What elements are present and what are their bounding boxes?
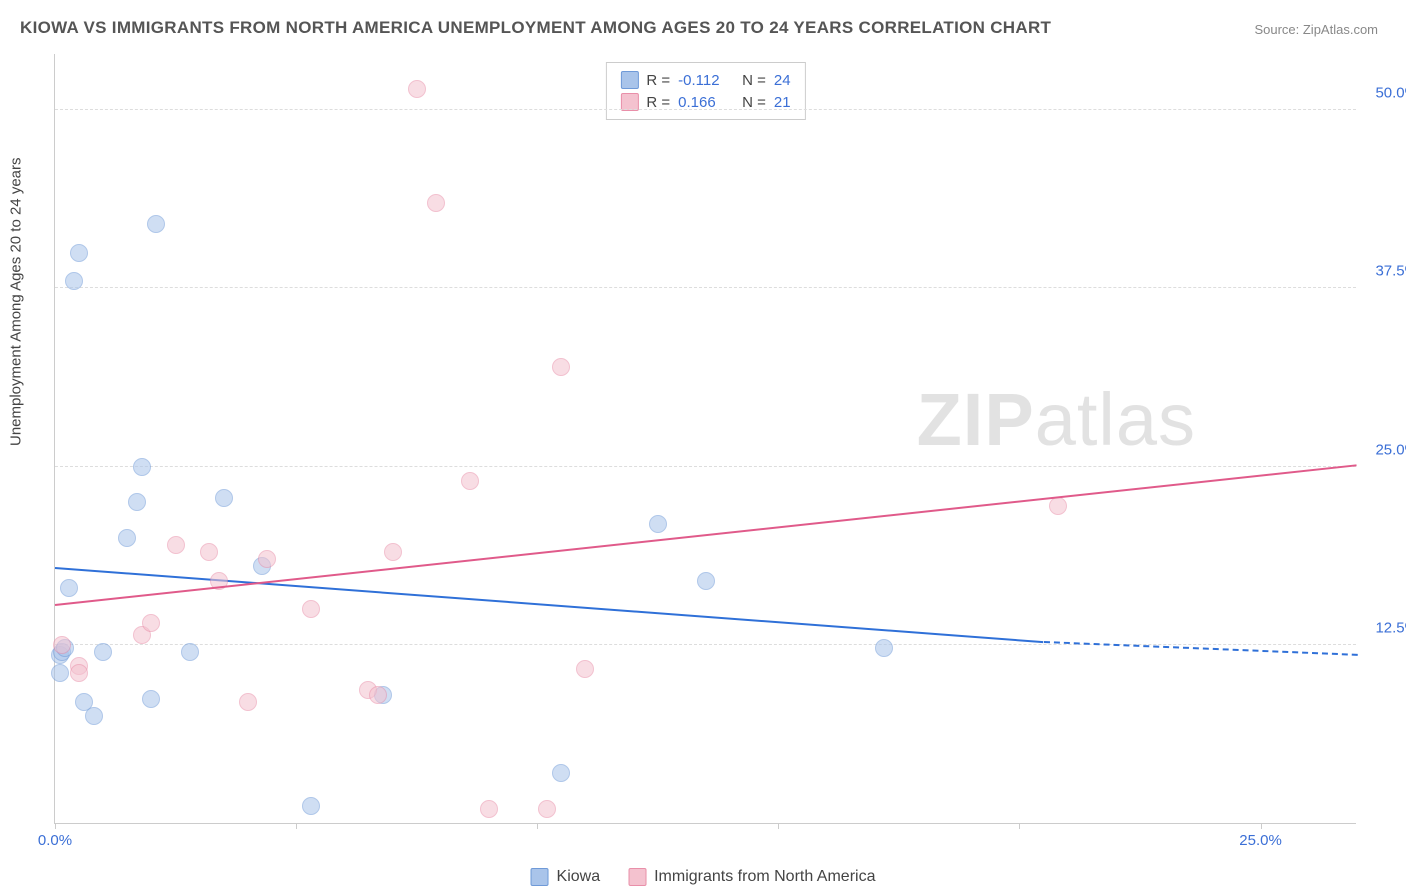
data-point xyxy=(133,458,151,476)
stats-n-label: N = xyxy=(742,72,766,89)
legend-item-immigrants: Immigrants from North America xyxy=(628,868,875,886)
data-point xyxy=(239,693,257,711)
x-tick xyxy=(778,823,779,829)
data-point xyxy=(461,472,479,490)
data-point xyxy=(167,536,185,554)
gridline xyxy=(55,109,1356,110)
data-point xyxy=(53,636,71,654)
data-point xyxy=(427,194,445,212)
data-point xyxy=(875,639,893,657)
data-point xyxy=(538,800,556,818)
data-point xyxy=(60,579,78,597)
stats-r-value: -0.112 xyxy=(678,72,734,89)
trendline xyxy=(55,567,1044,643)
x-tick xyxy=(1019,823,1020,829)
watermark-rest: atlas xyxy=(1035,378,1196,461)
data-point xyxy=(70,664,88,682)
page-title: KIOWA VS IMMIGRANTS FROM NORTH AMERICA U… xyxy=(20,18,1051,38)
legend-item-kiowa: Kiowa xyxy=(531,868,601,886)
data-point xyxy=(200,543,218,561)
y-tick-label: 50.0% xyxy=(1375,85,1406,102)
x-tick xyxy=(296,823,297,829)
y-tick-label: 25.0% xyxy=(1375,441,1406,458)
stats-swatch xyxy=(620,71,638,89)
legend-label-kiowa: Kiowa xyxy=(557,868,601,886)
data-point xyxy=(65,272,83,290)
gridline xyxy=(55,644,1356,645)
data-point xyxy=(1049,497,1067,515)
stats-n-value: 24 xyxy=(774,72,791,89)
y-tick-label: 37.5% xyxy=(1375,263,1406,280)
legend-label-immigrants: Immigrants from North America xyxy=(654,868,875,886)
stats-r-value: 0.166 xyxy=(678,94,734,111)
data-point xyxy=(128,493,146,511)
data-point xyxy=(480,800,498,818)
gridline xyxy=(55,287,1356,288)
data-point xyxy=(118,529,136,547)
data-point xyxy=(142,690,160,708)
data-point xyxy=(258,550,276,568)
data-point xyxy=(85,707,103,725)
data-point xyxy=(384,543,402,561)
data-point xyxy=(697,572,715,590)
stats-r-label: R = xyxy=(646,94,670,111)
data-point xyxy=(576,660,594,678)
stats-r-label: R = xyxy=(646,72,670,89)
stats-n-value: 21 xyxy=(774,94,791,111)
x-tick-label: 0.0% xyxy=(38,832,72,849)
x-tick xyxy=(1261,823,1262,829)
data-point xyxy=(94,643,112,661)
stats-box: R = -0.112 N = 24 R = 0.166 N = 21 xyxy=(605,62,805,120)
stats-n-label: N = xyxy=(742,94,766,111)
data-point xyxy=(369,686,387,704)
data-point xyxy=(552,764,570,782)
legend: Kiowa Immigrants from North America xyxy=(531,868,876,886)
data-point xyxy=(552,358,570,376)
x-tick xyxy=(55,823,56,829)
y-axis-label: Unemployment Among Ages 20 to 24 years xyxy=(8,157,25,446)
data-point xyxy=(215,489,233,507)
data-point xyxy=(51,664,69,682)
watermark: ZIPatlas xyxy=(917,377,1196,462)
watermark-bold: ZIP xyxy=(917,378,1035,461)
data-point xyxy=(142,614,160,632)
source-label: Source: ZipAtlas.com xyxy=(1254,22,1378,37)
data-point xyxy=(70,244,88,262)
data-point xyxy=(181,643,199,661)
stats-row: R = -0.112 N = 24 xyxy=(620,69,790,91)
x-tick xyxy=(537,823,538,829)
swatch-kiowa xyxy=(531,868,549,886)
data-point xyxy=(302,797,320,815)
data-point xyxy=(302,600,320,618)
data-point xyxy=(147,215,165,233)
swatch-immigrants xyxy=(628,868,646,886)
data-point xyxy=(649,515,667,533)
y-tick-label: 12.5% xyxy=(1375,619,1406,636)
gridline xyxy=(55,466,1356,467)
chart-area: ZIPatlas R =-0.112N =24R =0.166N =21 12.… xyxy=(54,54,1356,824)
x-tick-label: 25.0% xyxy=(1239,832,1282,849)
data-point xyxy=(408,80,426,98)
